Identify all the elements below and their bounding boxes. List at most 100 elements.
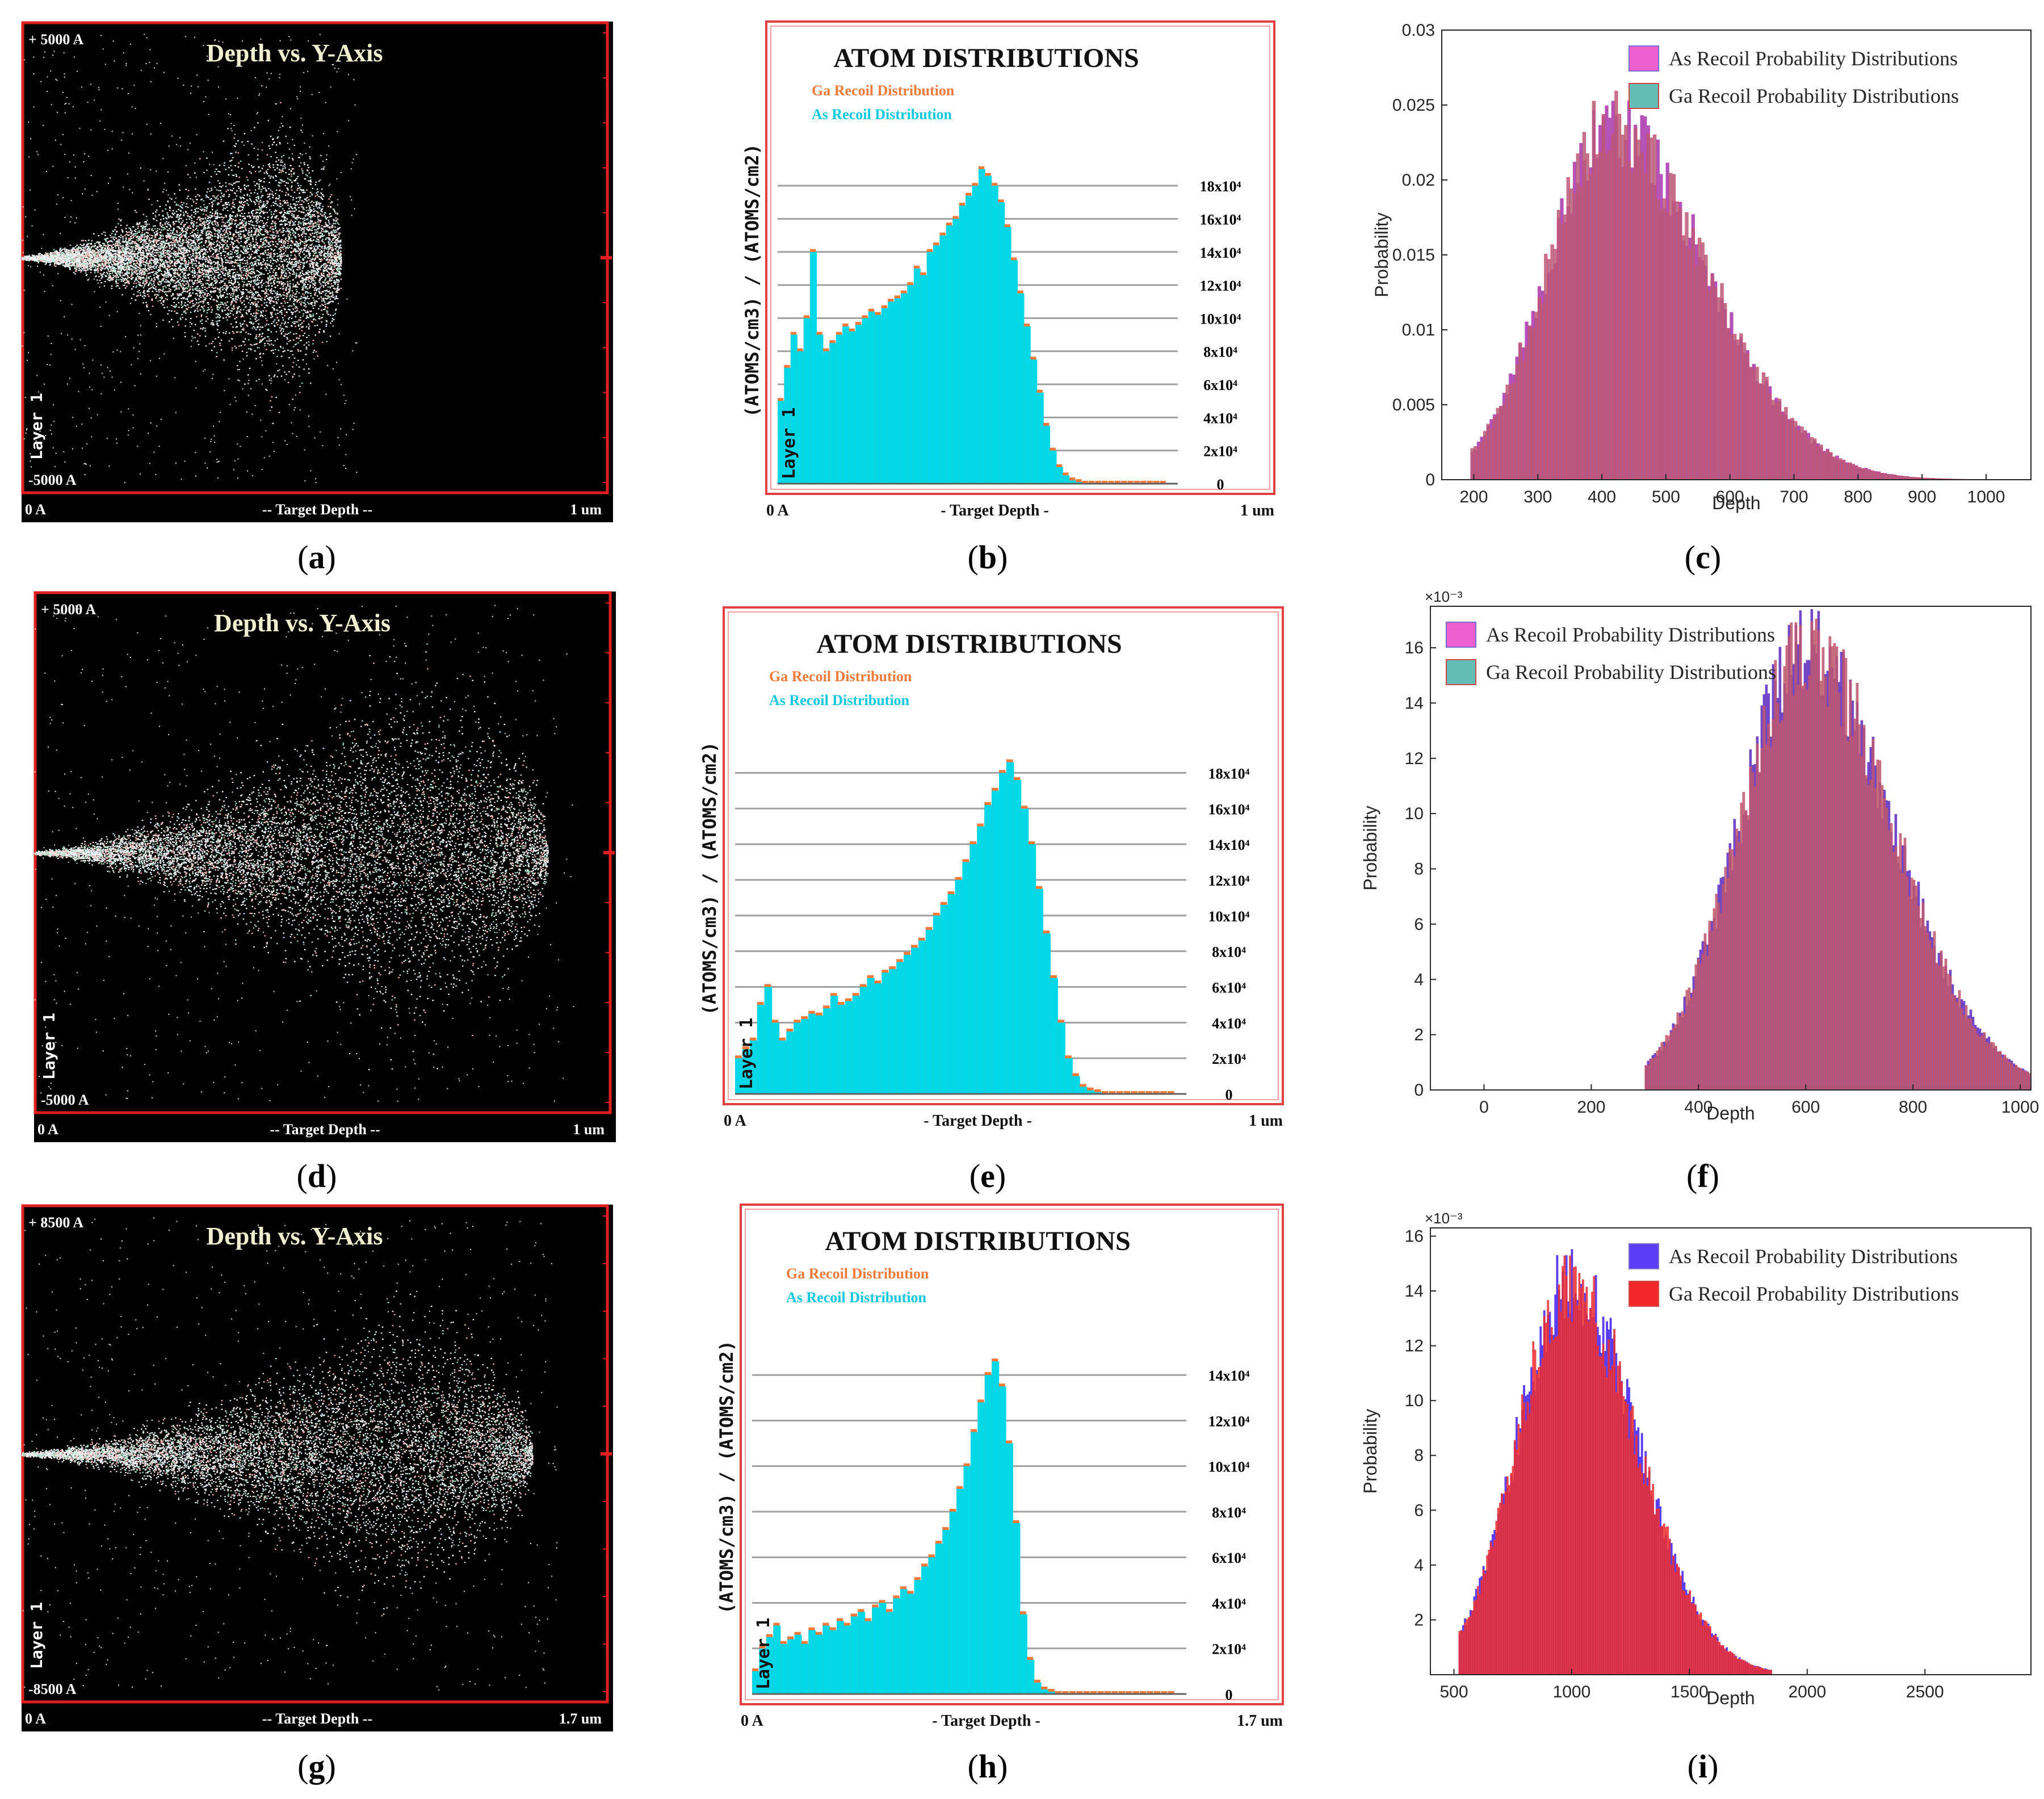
ga-bar	[1048, 1689, 1055, 1694]
y-tick-label: 2x10⁴	[1212, 1051, 1246, 1067]
ga-bar	[1848, 462, 1852, 480]
ga-bar	[1839, 458, 1842, 480]
ga-bar	[1674, 1024, 1677, 1091]
ga-bar	[1656, 199, 1660, 480]
x-axis-label: - Target Depth -	[932, 1712, 1040, 1730]
ga-bar	[1708, 921, 1711, 1091]
ga-bar	[2003, 1054, 2007, 1091]
as-bar	[925, 929, 934, 1094]
x-end-label: 1.7 um	[1237, 1712, 1283, 1730]
ga-bar	[1082, 481, 1088, 484]
y-tick-label: 8x10⁴	[1212, 944, 1246, 961]
ga-bar	[1569, 1255, 1572, 1675]
ga-bar	[1668, 1538, 1671, 1675]
ga-bar	[1116, 1091, 1123, 1094]
ga-bar	[1762, 706, 1766, 1091]
x-tick-label: 300	[1523, 488, 1552, 506]
ga-bar	[1890, 823, 1893, 1091]
as-bar	[843, 1625, 851, 1694]
ga-bar	[1663, 1046, 1666, 1091]
ga-bar	[1770, 1670, 1772, 1675]
ga-bar	[1571, 1322, 1573, 1675]
x-tick-label: 800	[1899, 1098, 1927, 1117]
ga-bar	[1591, 1291, 1594, 1675]
ga-bar	[1722, 1645, 1724, 1675]
x-tick-label: 2500	[1906, 1683, 1944, 1701]
ga-bar	[1899, 833, 1902, 1091]
as-bar	[864, 1621, 872, 1694]
ga-bar	[1874, 787, 1877, 1091]
ga-bar	[1097, 1691, 1104, 1694]
ga-bar	[1083, 1691, 1090, 1694]
ga-bar	[1849, 680, 1852, 1091]
ga-bar	[1806, 439, 1810, 480]
as-bar	[882, 972, 889, 1094]
y-axis-label: Probability	[1360, 1409, 1380, 1494]
ga-bar	[1883, 798, 1886, 1091]
inner-frame	[745, 1209, 1279, 1700]
ga-bar	[1628, 1439, 1630, 1675]
ga-bar	[1491, 1546, 1494, 1675]
ga-bar	[1817, 631, 1820, 1091]
ga-bar	[1771, 400, 1775, 480]
ga-bar	[1828, 636, 1832, 1091]
ga-bar	[1598, 1356, 1601, 1675]
ga-bar	[1845, 463, 1849, 480]
ga-bar	[1676, 1012, 1680, 1091]
ga-bar	[1672, 1028, 1675, 1091]
as-bar	[868, 311, 875, 484]
ga-bar	[1813, 438, 1817, 480]
ga-bar	[1867, 470, 1871, 480]
x-tick-label: 400	[1588, 488, 1616, 506]
y-axis-label: Probability	[1360, 806, 1380, 890]
ga-bar	[1703, 933, 1707, 1091]
ga-bar	[1874, 472, 1878, 480]
ga-bar	[1731, 849, 1734, 1091]
as-bar	[940, 904, 948, 1094]
ga-bar	[1637, 1467, 1640, 1675]
ga-bar	[1713, 1635, 1715, 1675]
caption-f: (f)	[1646, 1157, 1760, 1195]
ga-bar	[1484, 1573, 1487, 1675]
ga-bar	[1635, 1435, 1638, 1675]
ga-bar	[1109, 1091, 1116, 1094]
ga-bar	[1742, 792, 1745, 1091]
ga-bar	[1912, 879, 1916, 1091]
ga-bar	[1758, 771, 1761, 1091]
probability-plot: 200 300 400 500 600 700 800 900 1000 0 0.005 0.01 0.…	[1371, 21, 2032, 513]
as-bar	[757, 1004, 765, 1094]
ga-bar	[1883, 473, 1887, 480]
as-bar	[1011, 260, 1018, 484]
ga-bar	[1547, 1300, 1550, 1675]
ga-bar	[1550, 1327, 1553, 1675]
ga-bar	[1630, 1410, 1632, 1675]
ga-bar	[1840, 726, 1843, 1091]
ga-bar	[1584, 1301, 1586, 1675]
y-tick-label: 6	[1414, 915, 1424, 934]
ga-bar	[1701, 954, 1705, 1091]
ga-bar	[1822, 452, 1827, 480]
as-bar	[914, 1580, 922, 1694]
ga-bar	[1864, 469, 1868, 480]
layer-label: Layer 1	[40, 1013, 58, 1080]
ga-bar	[1127, 481, 1134, 484]
ga-bar	[1692, 989, 1695, 1091]
as-bar	[904, 954, 912, 1094]
y-tick-label: 14	[1405, 694, 1424, 712]
ga-bar	[1669, 173, 1673, 480]
ga-bar	[1999, 1051, 2002, 1091]
as-bar	[829, 343, 837, 484]
ga-bar	[1781, 413, 1785, 480]
ga-bar	[1681, 1011, 1684, 1091]
as-bar	[858, 1612, 866, 1694]
x-tick-label: 500	[1652, 488, 1680, 506]
ga-bar	[1697, 237, 1702, 480]
ga-bar	[1581, 1279, 1584, 1675]
y-tick-label: 12x10⁴	[1200, 278, 1241, 294]
trim-plot: Depth vs. Y-Axis + 5000 A -5000 A Layer 1 0 …	[21, 21, 613, 522]
ga-bar	[1535, 1373, 1538, 1675]
ga-bar	[1168, 1091, 1174, 1094]
ga-bar	[1735, 1657, 1737, 1675]
as-bar	[1034, 1682, 1042, 1694]
ga-bar	[1644, 1065, 1648, 1091]
